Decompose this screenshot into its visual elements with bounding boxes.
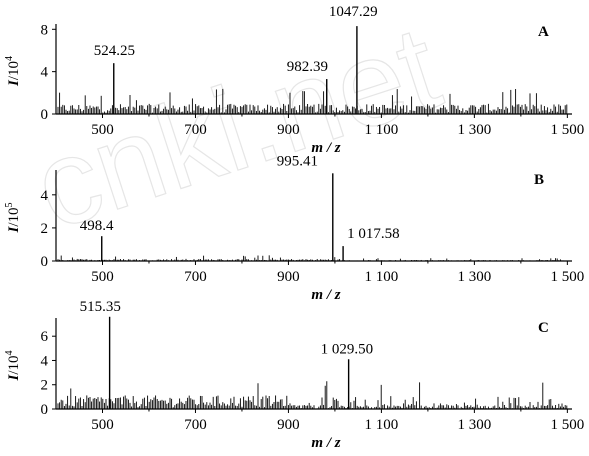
peak-label: 524.25 xyxy=(94,43,135,59)
y-tick-label: 0 xyxy=(41,254,49,270)
x-tick-label: 1 300 xyxy=(458,269,492,285)
x-tick-label: 500 xyxy=(91,417,114,433)
panel-label: C xyxy=(538,320,549,336)
y-tick-label: 8 xyxy=(41,22,49,38)
peak-label: 515.35 xyxy=(80,299,121,315)
x-tick-label: 900 xyxy=(277,269,300,285)
noise-peaks xyxy=(57,88,568,114)
y-axis-label: I/104 xyxy=(4,56,22,87)
y-axis-label: I/105 xyxy=(4,202,22,233)
x-tick-label: 700 xyxy=(184,269,207,285)
y-tick-label: 0 xyxy=(41,107,49,123)
spectrum-panel-b: 500 700 900 1 100 1 300 1 500 0 2 4 I/105 m / z B 49… xyxy=(4,153,584,303)
noise-peaks xyxy=(57,381,568,409)
x-tick-label: 700 xyxy=(184,122,207,138)
peak-label: 982.39 xyxy=(287,59,328,75)
panel-label: B xyxy=(534,172,544,188)
x-tick-label: 700 xyxy=(184,417,207,433)
y-axis-label: I/104 xyxy=(4,350,22,381)
x-tick-label: 900 xyxy=(277,417,300,433)
x-axis-label: m / z xyxy=(311,435,340,451)
y-tick-label: 4 xyxy=(41,188,49,204)
x-tick-label: 1 500 xyxy=(550,269,584,285)
x-tick-label: 900 xyxy=(277,122,300,138)
x-tick-label: 1 300 xyxy=(458,417,492,433)
y-tick-label: 6 xyxy=(41,329,49,345)
y-tick-label: 0 xyxy=(41,402,49,418)
peak-label: 1 017.58 xyxy=(347,226,400,242)
y-tick-label: 4 xyxy=(41,65,49,81)
peak-label: 1047.29 xyxy=(329,4,378,20)
y-tick-label: 2 xyxy=(41,378,49,394)
x-tick-label: 1 500 xyxy=(550,417,584,433)
y-tick-label: 2 xyxy=(41,221,49,237)
x-tick-label: 500 xyxy=(91,122,114,138)
spectrum-panel-c: 500 700 900 1 100 1 300 1 500 0 2 4 6 I/104 m / z C 5… xyxy=(4,299,584,451)
peak-label: 498.4 xyxy=(80,218,114,234)
x-tick-label: 1 100 xyxy=(365,269,399,285)
x-axis-label: m / z xyxy=(311,287,340,303)
x-tick-label: 500 xyxy=(91,269,114,285)
peak-label: 1 029.50 xyxy=(321,341,374,357)
noise-peaks xyxy=(57,255,568,261)
x-tick-label: 1 100 xyxy=(365,122,399,138)
spectrum-panel-a: 500 700 900 1 100 1 300 1 500 0 4 8 I/104 m / z A 52… xyxy=(4,4,584,156)
x-tick-label: 1 500 xyxy=(550,122,584,138)
y-tick-label: 4 xyxy=(41,353,49,369)
x-tick-label: 1 300 xyxy=(458,122,492,138)
x-axis-label: m / z xyxy=(311,140,340,156)
peak-label: 995.41 xyxy=(277,153,318,169)
x-tick-label: 1 100 xyxy=(365,417,399,433)
panel-label: A xyxy=(538,24,549,40)
